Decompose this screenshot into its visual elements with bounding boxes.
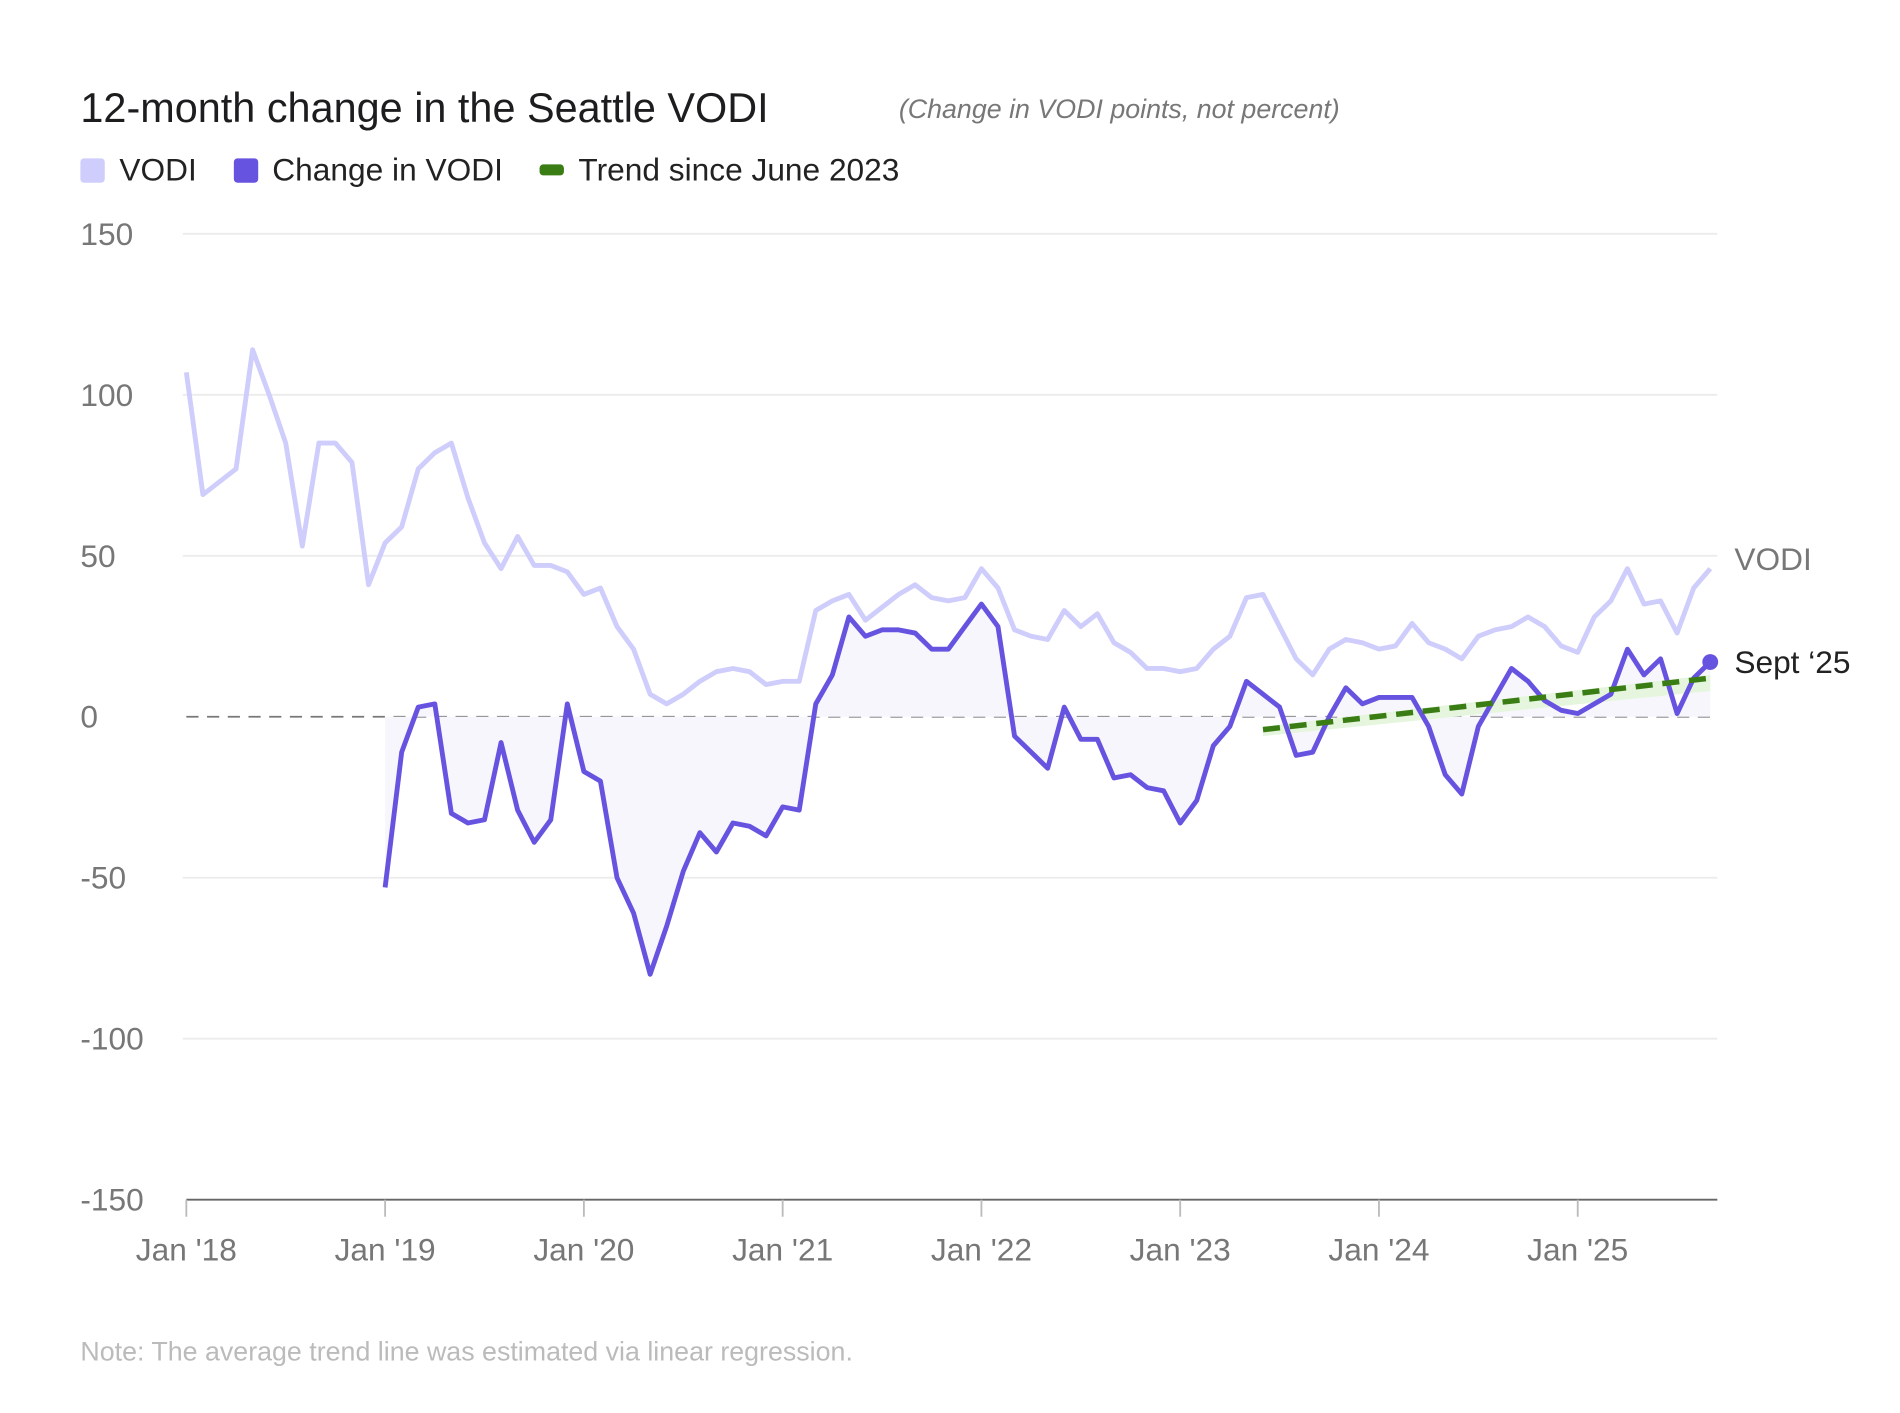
- vodi-line: [183, 347, 1713, 707]
- change-end-point: [1702, 654, 1719, 670]
- x-tick-label: Jan '22: [931, 1232, 1032, 1268]
- legend-swatch-vodi: [80, 157, 105, 183]
- x-tick-label: Jan '19: [335, 1232, 436, 1268]
- legend-label: Change in VODI: [272, 151, 503, 188]
- y-tick-label: -100: [80, 1021, 143, 1057]
- legend-item-change: Change in VODI: [233, 151, 503, 189]
- chart-title: 12-month change in the Seattle VODI: [80, 85, 769, 132]
- x-tick-label: Jan '25: [1527, 1232, 1628, 1268]
- legend-item-trend: Trend since June 2023: [539, 151, 899, 189]
- legend-item-vodi: VODI: [80, 151, 197, 189]
- legend-label: VODI: [119, 151, 197, 188]
- x-tick-label: Jan '20: [533, 1232, 634, 1268]
- x-tick-label: Jan '23: [1130, 1232, 1231, 1268]
- change-end-label: Sept ‘25: [1734, 644, 1850, 680]
- chart-subtitle: (Change in VODI points, not percent): [898, 93, 1340, 125]
- y-tick-label: 0: [80, 699, 98, 735]
- chart-note: Note: The average trend line was estimat…: [80, 1336, 853, 1367]
- x-tick-label: Jan '18: [136, 1232, 237, 1268]
- change-line: [382, 601, 1712, 977]
- y-tick-label: 100: [80, 377, 133, 413]
- trend-line: [1262, 675, 1711, 733]
- legend-swatch-trend: [539, 164, 564, 176]
- legend: VODI Change in VODI Trend since June 202…: [80, 151, 899, 189]
- y-tick-label: 50: [80, 538, 115, 574]
- change-area-fill: [385, 604, 1711, 975]
- y-tick-label: -50: [80, 860, 126, 896]
- y-tick-label: 150: [80, 216, 133, 252]
- x-tick-label: Jan '21: [732, 1232, 833, 1268]
- vodi-end-label: VODI: [1734, 541, 1811, 577]
- legend-label: Trend since June 2023: [578, 151, 900, 188]
- legend-swatch-change: [233, 157, 258, 183]
- y-tick-label: -150: [80, 1182, 143, 1218]
- x-tick-label: Jan '24: [1328, 1232, 1429, 1268]
